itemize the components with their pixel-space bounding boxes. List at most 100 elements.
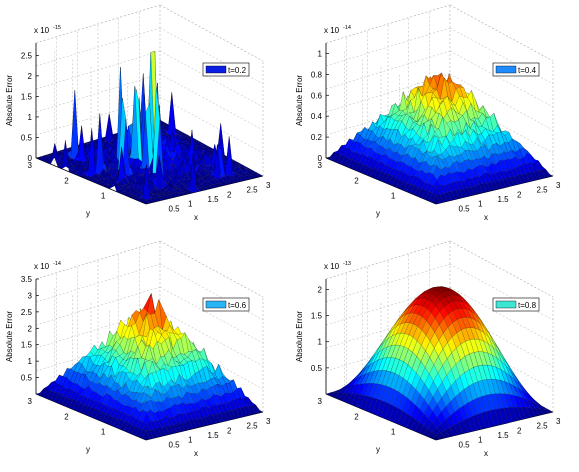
z-tick-label: 0.5 <box>21 133 33 142</box>
x-tick-label: 0.5 <box>169 440 181 449</box>
y-tick-label: 2 <box>64 176 69 185</box>
x-tick-label: 0.5 <box>459 204 471 213</box>
surface-mesh <box>325 286 554 441</box>
x-tick-label: 2.5 <box>537 186 549 195</box>
z-tick-label: 0.6 <box>311 91 323 100</box>
surface-panel-4: 0.5 1 1.5 2 x 10 -13 Absolute Error 1 2 3 y 0.5 1 1.5… <box>295 240 562 458</box>
x-tick-label: 2.5 <box>247 186 259 195</box>
z-tick-label: 0.8 <box>311 70 323 79</box>
y-tick-label: 2 <box>354 412 359 421</box>
z-axis-label: Absolute Error <box>5 311 14 362</box>
z-tick-labels: 0 0.2 0.4 0.6 0.8 1 <box>311 49 329 163</box>
scale-exponent-value: -14 <box>53 261 61 267</box>
x-tick-label: 1.5 <box>208 195 220 204</box>
scale-exponent-value: -13 <box>343 261 351 267</box>
scale-exponent: x 10 -14 <box>34 261 61 271</box>
z-tick-label: 0 <box>28 154 33 163</box>
svg-text:x 10: x 10 <box>324 26 340 35</box>
legend-label: t=0.6 <box>228 301 247 310</box>
z-tick-label: 1 <box>28 357 33 366</box>
z-tick-label: 0.2 <box>311 133 323 142</box>
y-tick-label: 2 <box>354 176 359 185</box>
x-tick-label: 1 <box>478 436 483 445</box>
x-tick-labels: 0.5 1 1.5 2 2.5 3 <box>169 417 272 449</box>
z-tick-label: 3 <box>28 291 33 300</box>
z-tick-label: 2 <box>28 324 33 333</box>
x-tick-label: 3 <box>266 417 271 426</box>
surface-panel-2: 0 0.2 0.4 0.6 0.8 1 x 10 -14 Absolute Error 1 2 3 y 0… <box>295 4 562 222</box>
x-axis-label: x <box>194 213 198 222</box>
y-tick-labels: 1 2 3 <box>28 161 106 201</box>
z-tick-label: 2.5 <box>21 308 33 317</box>
surface-mesh <box>35 293 264 441</box>
z-tick-label: 1.5 <box>21 92 33 101</box>
z-tick-label: 3.5 <box>21 275 33 284</box>
legend-swatch <box>205 300 227 309</box>
x-axis-label: x <box>194 449 198 458</box>
y-axis-label: y <box>86 209 90 218</box>
z-tick-label: 2 <box>28 72 33 81</box>
z-tick-label: 0 <box>318 154 323 163</box>
surface-mesh <box>325 72 554 205</box>
z-tick-label: 2 <box>318 285 323 294</box>
x-tick-labels: 0.5 1 1.5 2 2.5 3 <box>169 181 272 213</box>
x-tick-label: 1.5 <box>498 431 510 440</box>
x-axis-label: x <box>484 449 488 458</box>
svg-text:x 10: x 10 <box>34 262 50 271</box>
z-tick-label: 1 <box>318 338 323 347</box>
x-tick-labels: 0.5 1 1.5 2 2.5 3 <box>459 181 562 213</box>
z-axis-label: Absolute Error <box>5 75 14 126</box>
x-tick-label: 1 <box>188 436 193 445</box>
y-axis-label: y <box>86 445 90 454</box>
y-tick-label: 1 <box>101 428 106 437</box>
z-tick-label: 1 <box>28 113 33 122</box>
z-tick-labels: 0.5 1 1.5 2 2.5 3 3.5 <box>21 275 39 383</box>
grid-lines <box>325 4 554 197</box>
x-tick-label: 2 <box>227 426 232 435</box>
x-tick-label: 2.5 <box>247 422 259 431</box>
surface-mesh <box>35 51 264 205</box>
y-tick-label: 3 <box>28 397 33 406</box>
x-tick-labels: 0.5 1 1.5 2 2.5 3 <box>459 417 562 449</box>
surface-panel-3: 0.5 1 1.5 2 2.5 3 3.5x 10 -14 Absolute Error 1 2 3 y… <box>5 240 272 458</box>
x-tick-label: 3 <box>266 181 271 190</box>
y-tick-label: 3 <box>318 397 323 406</box>
scale-exponent: x 10 -14 <box>324 25 351 35</box>
z-tick-label: 2.5 <box>21 51 33 60</box>
z-tick-labels: 0.5 1 1.5 2 <box>311 285 329 373</box>
y-tick-label: 1 <box>391 192 396 201</box>
y-axis-label: y <box>376 209 380 218</box>
z-tick-labels: 0 0.5 1 1.5 2 2.5 <box>21 51 39 163</box>
x-tick-label: 1.5 <box>498 195 510 204</box>
z-tick-label: 0.4 <box>311 112 323 121</box>
legend: t=0.8 <box>492 297 540 312</box>
x-tick-label: 1.5 <box>208 431 220 440</box>
z-tick-label: 1.5 <box>21 341 33 350</box>
z-tick-label: 0.5 <box>311 364 323 373</box>
x-tick-label: 3 <box>556 181 561 190</box>
z-axis-label: Absolute Error <box>295 311 304 362</box>
x-tick-label: 0.5 <box>459 440 471 449</box>
x-tick-label: 2.5 <box>537 422 549 431</box>
z-axis-label: Absolute Error <box>295 75 304 126</box>
y-tick-labels: 1 2 3 <box>28 397 106 437</box>
x-tick-label: 2 <box>517 190 522 199</box>
scale-exponent: x 10 -13 <box>324 261 351 271</box>
legend-label: t=0.8 <box>518 301 537 310</box>
z-tick-label: 1 <box>318 49 323 58</box>
scale-exponent-value: -15 <box>53 25 61 31</box>
x-tick-label: 2 <box>227 190 232 199</box>
scale-exponent: x 10 -15 <box>34 25 61 35</box>
legend: t=0.6 <box>202 297 250 312</box>
x-tick-label: 1 <box>188 200 193 209</box>
svg-text:x 10: x 10 <box>34 26 50 35</box>
x-tick-label: 2 <box>517 426 522 435</box>
x-tick-label: 1 <box>478 200 483 209</box>
y-tick-labels: 1 2 3 <box>318 161 396 201</box>
x-tick-label: 3 <box>556 417 561 426</box>
legend: t=0.2 <box>202 62 250 77</box>
y-axis-label: y <box>376 445 380 454</box>
x-axis-label: x <box>484 213 488 222</box>
y-tick-label: 2 <box>64 412 69 421</box>
legend-label: t=0.4 <box>518 66 537 75</box>
